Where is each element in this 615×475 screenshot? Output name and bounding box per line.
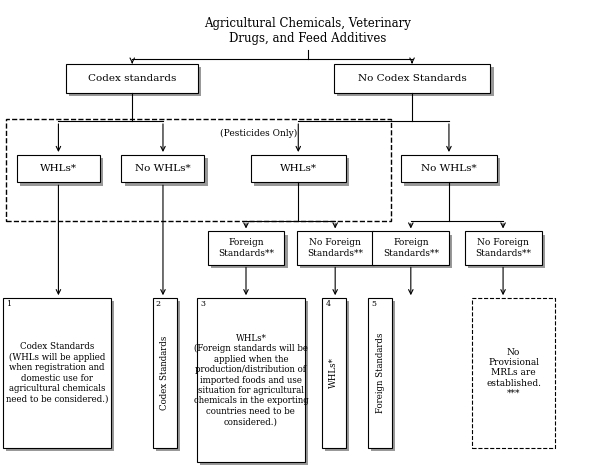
Bar	[124, 158, 208, 186]
Text: No WHLs*: No WHLs*	[421, 164, 477, 173]
Text: 5: 5	[371, 300, 376, 308]
Text: WHLs*: WHLs*	[280, 164, 317, 173]
Bar	[401, 155, 496, 182]
Bar	[66, 64, 199, 93]
Text: 3: 3	[200, 300, 205, 308]
Bar	[20, 158, 103, 186]
Text: (Pesticides Only): (Pesticides Only)	[220, 128, 297, 138]
Bar	[373, 231, 449, 265]
Text: Agricultural Chemicals, Veterinary
Drugs, and Feed Additives: Agricultural Chemicals, Veterinary Drugs…	[204, 17, 411, 45]
Bar	[375, 235, 453, 268]
Bar	[371, 302, 395, 451]
Bar	[6, 119, 391, 221]
Text: WHLs*
(Foreign standards will be
applied when the
production/distribution of
imp: WHLs* (Foreign standards will be applied…	[194, 334, 308, 426]
Bar	[300, 235, 376, 268]
Bar	[325, 302, 349, 451]
Text: Codex Standards: Codex Standards	[161, 336, 169, 410]
Text: 4: 4	[325, 300, 330, 308]
Bar	[333, 64, 491, 93]
Text: Codex Standards
(WHLs will be applied
when registration and
domestic use for
agr: Codex Standards (WHLs will be applied wh…	[6, 342, 108, 403]
Bar	[7, 302, 114, 451]
Text: WHLs*: WHLs*	[40, 164, 77, 173]
Bar	[467, 235, 545, 268]
Bar	[156, 302, 180, 451]
Bar	[153, 298, 177, 447]
Text: 1: 1	[7, 300, 12, 308]
Text: 2: 2	[156, 300, 161, 308]
Text: Foreign Standards: Foreign Standards	[376, 332, 384, 413]
Bar	[297, 231, 374, 265]
Bar	[69, 67, 202, 96]
Bar	[17, 155, 100, 182]
Text: Foreign
Standards**: Foreign Standards**	[218, 238, 274, 257]
Bar	[368, 298, 392, 447]
Text: Foreign
Standards**: Foreign Standards**	[383, 238, 439, 257]
Bar	[322, 298, 346, 447]
Text: No Codex Standards: No Codex Standards	[358, 74, 466, 83]
Bar	[122, 155, 204, 182]
Bar	[465, 231, 541, 265]
Text: No WHLs*: No WHLs*	[135, 164, 191, 173]
Text: No Foreign
Standards**: No Foreign Standards**	[475, 238, 531, 257]
Bar	[251, 155, 346, 182]
Text: Codex standards: Codex standards	[88, 74, 177, 83]
Text: WHLs*: WHLs*	[330, 357, 338, 389]
Bar	[200, 302, 308, 465]
Bar	[208, 231, 284, 265]
Bar	[4, 298, 111, 447]
Bar	[405, 158, 499, 186]
Bar	[210, 235, 288, 268]
Bar	[472, 298, 555, 447]
Bar	[197, 298, 305, 462]
Text: No Foreign
Standards**: No Foreign Standards**	[307, 238, 363, 257]
Bar	[253, 158, 349, 186]
Bar	[337, 67, 493, 96]
Text: No
Provisional
MRLs are
established.
***: No Provisional MRLs are established. ***	[486, 348, 541, 398]
